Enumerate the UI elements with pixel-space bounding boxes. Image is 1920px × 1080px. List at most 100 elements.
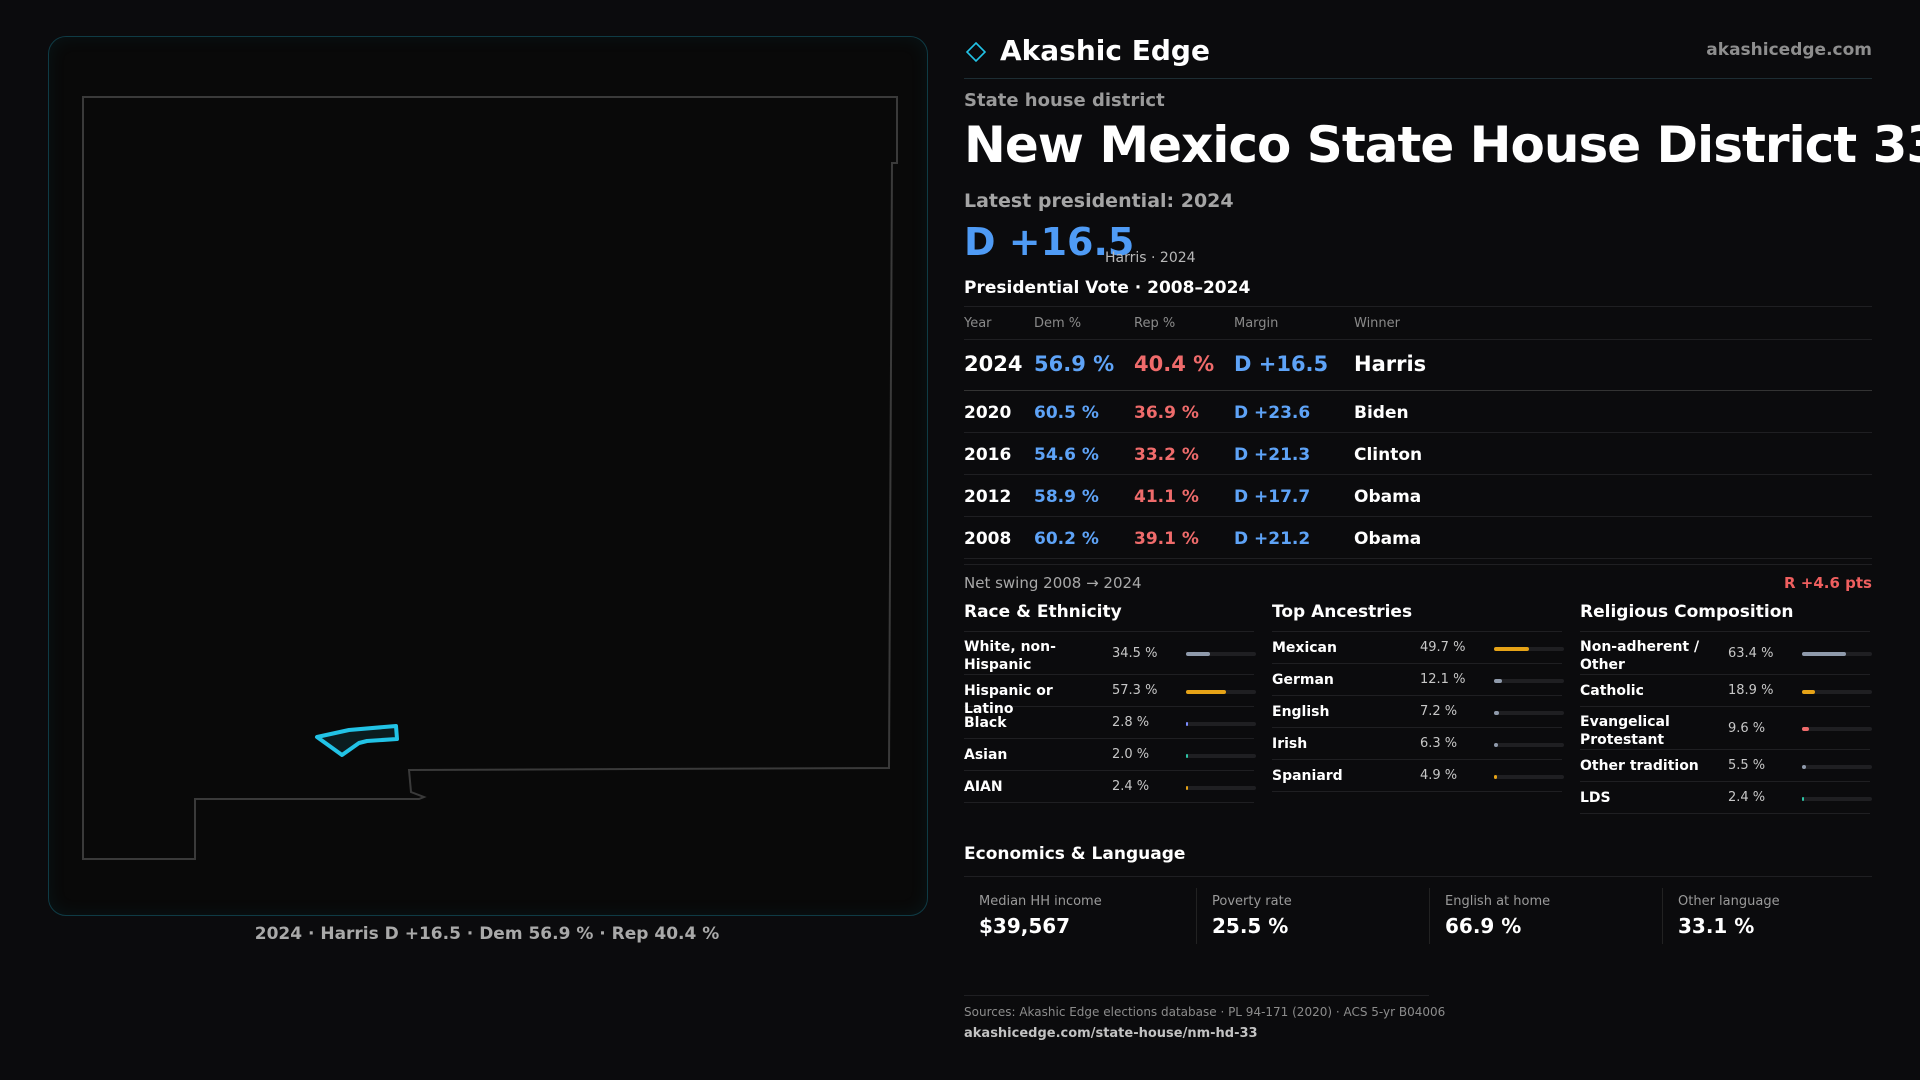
share-bar-fill	[1494, 775, 1497, 779]
divider	[964, 995, 1429, 996]
row-dem: 54.6 %	[1034, 445, 1099, 465]
row-dem: 60.2 %	[1034, 529, 1099, 549]
item-value: 2.4 %	[1728, 790, 1766, 805]
item-label: Evangelical Protestant	[1580, 714, 1670, 748]
diamond-logo-icon	[966, 42, 986, 62]
item-label: AIAN	[964, 779, 1003, 795]
table-row: 2016 54.6 % 33.2 % D +21.3 Clinton	[964, 433, 1872, 475]
row-margin: D +21.3	[1234, 445, 1311, 465]
row-dem: 58.9 %	[1034, 487, 1099, 507]
share-bar-fill	[1494, 679, 1502, 683]
row-rep: 40.4 %	[1134, 352, 1215, 376]
list-item: Hispanic or Latino 57.3 %	[964, 675, 1256, 717]
table-row: 2008 60.2 % 39.1 % D +21.2 Obama	[964, 517, 1872, 559]
share-bar-fill	[1802, 797, 1804, 801]
item-label: LDS	[1580, 790, 1611, 806]
row-winner: Clinton	[1354, 445, 1423, 465]
share-bar	[1494, 711, 1564, 715]
list-item: Non-adherent / Other 63.4 %	[1580, 632, 1872, 675]
share-bar	[1494, 679, 1564, 683]
stat-value: 33.1 %	[1678, 914, 1755, 938]
list-item: Irish 6.3 %	[1272, 728, 1564, 760]
net-swing-label: Net swing 2008 → 2024	[964, 574, 1142, 592]
list-item: AIAN 2.4 %	[964, 771, 1256, 803]
share-bar-fill	[1802, 727, 1809, 731]
list-item: Catholic 18.9 %	[1580, 675, 1872, 707]
section-title: Race & Ethnicity	[964, 600, 1254, 632]
brand-url-link[interactable]: akashicedge.com	[1706, 40, 1872, 60]
item-label: Asian	[964, 747, 1008, 763]
share-bar	[1494, 743, 1564, 747]
page-title: New Mexico State House District 33	[964, 116, 1920, 174]
share-bar-fill	[1186, 652, 1210, 656]
list-item: Spaniard 4.9 %	[1272, 760, 1564, 792]
stat-median-income: Median HH income $39,567	[964, 888, 1196, 944]
share-bar-fill	[1802, 652, 1846, 656]
sources-text: Sources: Akashic Edge elections database…	[964, 1005, 1446, 1019]
col-rep: Rep %	[1134, 316, 1176, 331]
row-margin: D +23.6	[1234, 403, 1311, 423]
row-winner: Obama	[1354, 529, 1422, 549]
row-year: 2024	[964, 352, 1023, 376]
district-type: State house district	[964, 90, 1165, 111]
item-label: Hispanic or Latino	[964, 683, 1053, 717]
item-value: 4.9 %	[1420, 768, 1458, 783]
brand-name: Akashic Edge	[1000, 34, 1210, 67]
share-bar-fill	[1494, 743, 1498, 747]
stat-label: Poverty rate	[1212, 894, 1292, 909]
share-bar	[1494, 647, 1564, 651]
share-bar-fill	[1186, 690, 1226, 694]
col-margin: Margin	[1234, 316, 1279, 331]
row-year: 2020	[964, 403, 1012, 423]
item-value: 63.4 %	[1728, 646, 1774, 661]
map-panel[interactable]	[48, 36, 928, 916]
col-year: Year	[964, 316, 992, 331]
stat-label: Other language	[1678, 894, 1780, 909]
district-shape[interactable]	[315, 724, 399, 757]
item-value: 2.4 %	[1112, 779, 1150, 794]
item-value: 9.6 %	[1728, 721, 1766, 736]
table-row: 2012 58.9 % 41.1 % D +17.7 Obama	[964, 475, 1872, 517]
item-value: 2.8 %	[1112, 715, 1150, 730]
item-label: Black	[964, 715, 1007, 731]
stat-english-at-home: English at home 66.9 %	[1429, 888, 1662, 944]
list-item: English 7.2 %	[1272, 696, 1564, 728]
item-value: 49.7 %	[1420, 640, 1466, 655]
row-winner: Obama	[1354, 487, 1422, 507]
share-bar-fill	[1802, 690, 1815, 694]
presidential-vote-title: Presidential Vote · 2008–2024	[964, 278, 1251, 298]
share-bar	[1186, 786, 1256, 790]
list-item: Black 2.8 %	[964, 707, 1256, 739]
table-row: 2024 56.9 % 40.4 % D +16.5 Harris	[964, 340, 1872, 391]
list-item: Other tradition 5.5 %	[1580, 750, 1872, 782]
stat-value: 66.9 %	[1445, 914, 1522, 938]
share-bar	[1802, 727, 1872, 731]
brand-header: Akashic Edge akashicedge.com	[964, 32, 1872, 79]
state-map[interactable]	[49, 37, 927, 915]
item-value: 6.3 %	[1420, 736, 1458, 751]
row-rep: 36.9 %	[1134, 403, 1199, 423]
item-label: Mexican	[1272, 640, 1337, 656]
share-bar-fill	[1186, 786, 1188, 790]
item-label: Spaniard	[1272, 768, 1343, 784]
share-bar-fill	[1186, 722, 1188, 726]
row-rep: 41.1 %	[1134, 487, 1199, 507]
item-label: German	[1272, 672, 1334, 688]
share-bar	[1802, 797, 1872, 801]
source-url-link[interactable]: akashicedge.com/state-house/nm-hd-33	[964, 1026, 1258, 1041]
row-margin: D +21.2	[1234, 529, 1311, 549]
item-value: 18.9 %	[1728, 683, 1774, 698]
table-row: 2020 60.5 % 36.9 % D +23.6 Biden	[964, 391, 1872, 433]
list-item: Asian 2.0 %	[964, 739, 1256, 771]
share-bar	[1494, 775, 1564, 779]
item-value: 5.5 %	[1728, 758, 1766, 773]
net-swing-value: R +4.6 pts	[1784, 574, 1872, 592]
row-dem: 56.9 %	[1034, 352, 1115, 376]
section-title: Religious Composition	[1580, 600, 1870, 632]
presidential-vote-table: Year Dem % Rep % Margin Winner 2024 56.9…	[964, 306, 1872, 559]
religion-section: Religious Composition Non-adherent / Oth…	[1580, 600, 1872, 814]
share-bar	[1186, 754, 1256, 758]
latest-margin-sub: Harris · 2024	[1105, 250, 1196, 266]
list-item: White, non-Hispanic 34.5 %	[964, 632, 1256, 675]
race-ethnicity-section: Race & Ethnicity White, non-Hispanic 34.…	[964, 600, 1256, 803]
